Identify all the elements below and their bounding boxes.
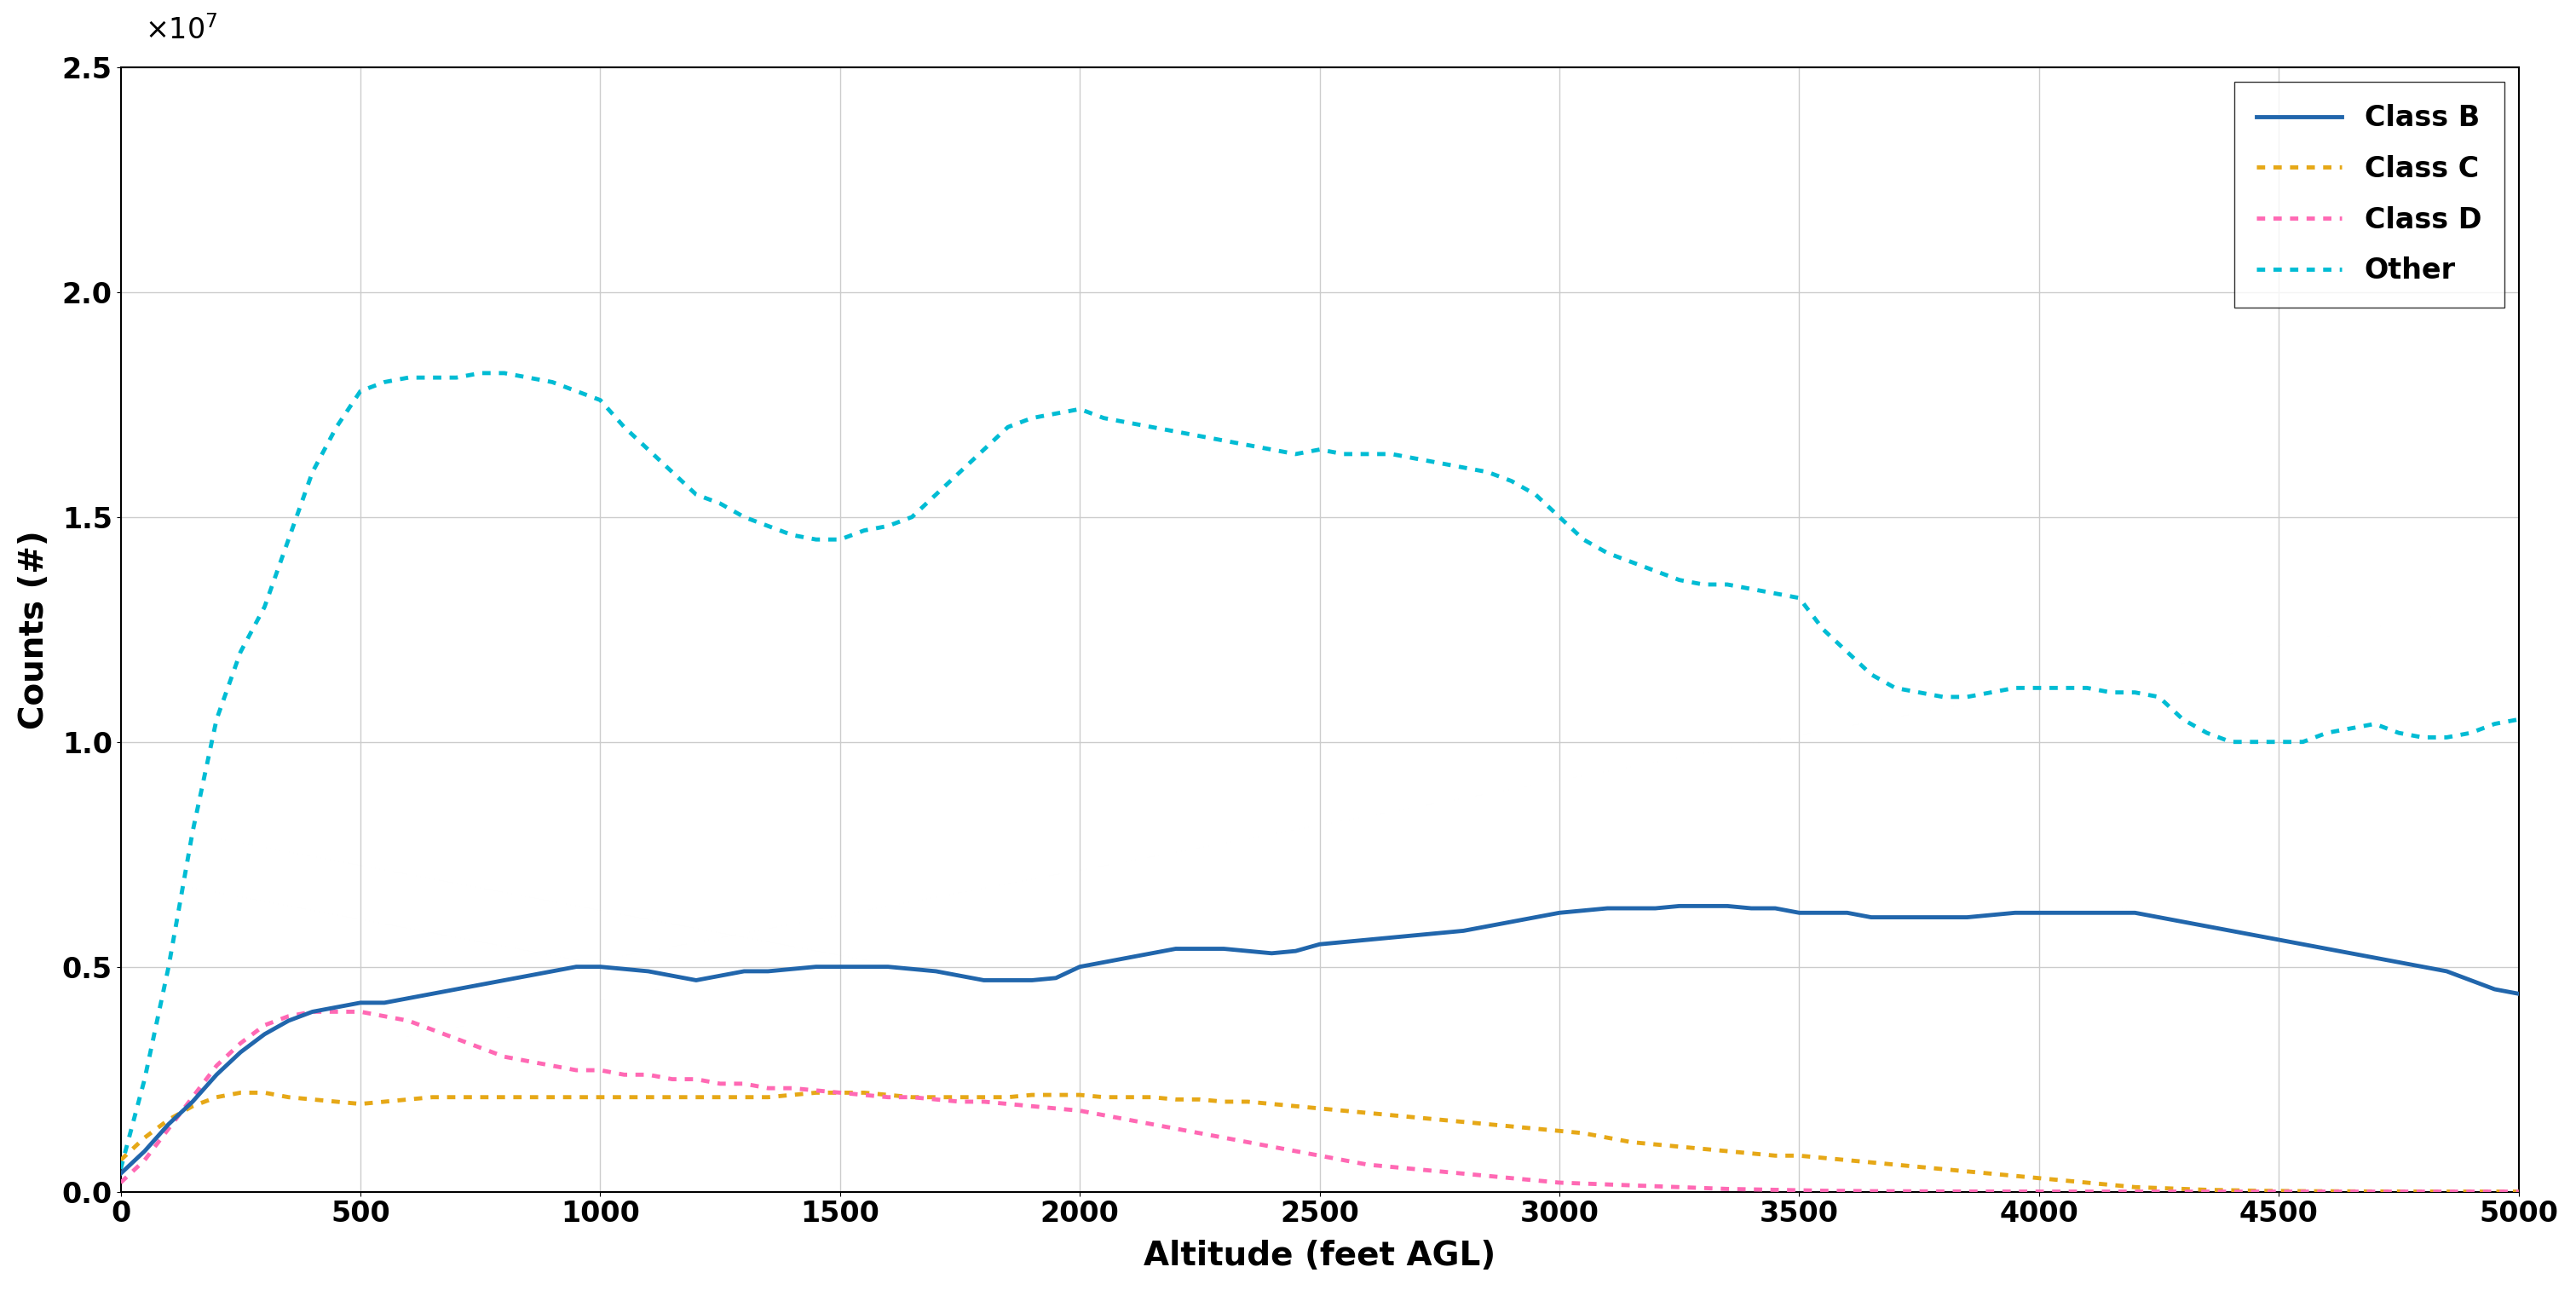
Class B bbox=[2504, 986, 2535, 1001]
Class C bbox=[1808, 1151, 1839, 1166]
Text: $\times10^7$: $\times10^7$ bbox=[144, 15, 216, 45]
Class D bbox=[2504, 1184, 2535, 1200]
Class B bbox=[106, 1166, 137, 1182]
Class D bbox=[1927, 1184, 1958, 1200]
Other bbox=[1927, 689, 1958, 704]
Class B bbox=[273, 1013, 304, 1028]
Class B bbox=[706, 968, 737, 983]
Line: Class C: Class C bbox=[121, 1093, 2519, 1192]
Line: Other: Other bbox=[121, 373, 2519, 1169]
Class C bbox=[1231, 1094, 1262, 1109]
Class D bbox=[1231, 1134, 1262, 1149]
X-axis label: Altitude (feet AGL): Altitude (feet AGL) bbox=[1144, 1240, 1497, 1272]
Class D bbox=[296, 1004, 327, 1019]
Other bbox=[1231, 437, 1262, 453]
Class D bbox=[1569, 1175, 1600, 1191]
Other bbox=[464, 365, 495, 381]
Other bbox=[1569, 531, 1600, 547]
Line: Class D: Class D bbox=[121, 1011, 2519, 1192]
Class C bbox=[1927, 1161, 1958, 1176]
Class D bbox=[1808, 1183, 1839, 1198]
Legend: Class B, Class C, Class D, Other: Class B, Class C, Class D, Other bbox=[2233, 81, 2504, 307]
Line: Class B: Class B bbox=[121, 906, 2519, 1174]
Other bbox=[729, 510, 760, 525]
Class C bbox=[106, 1152, 137, 1167]
Class D bbox=[729, 1076, 760, 1091]
Class B bbox=[1208, 940, 1239, 956]
Other bbox=[273, 531, 304, 547]
Class D bbox=[273, 1009, 304, 1024]
Class C bbox=[224, 1085, 255, 1100]
Class D bbox=[106, 1175, 137, 1191]
Class C bbox=[2504, 1184, 2535, 1200]
Class B bbox=[1543, 906, 1574, 921]
Other bbox=[106, 1161, 137, 1176]
Class B bbox=[1808, 906, 1839, 921]
Class C bbox=[729, 1090, 760, 1106]
Class B bbox=[1664, 898, 1695, 913]
Other bbox=[1808, 622, 1839, 637]
Class C bbox=[1569, 1125, 1600, 1140]
Y-axis label: Counts (#): Counts (#) bbox=[18, 530, 49, 729]
Class B bbox=[1927, 909, 1958, 925]
Class C bbox=[296, 1091, 327, 1107]
Other bbox=[2504, 712, 2535, 728]
